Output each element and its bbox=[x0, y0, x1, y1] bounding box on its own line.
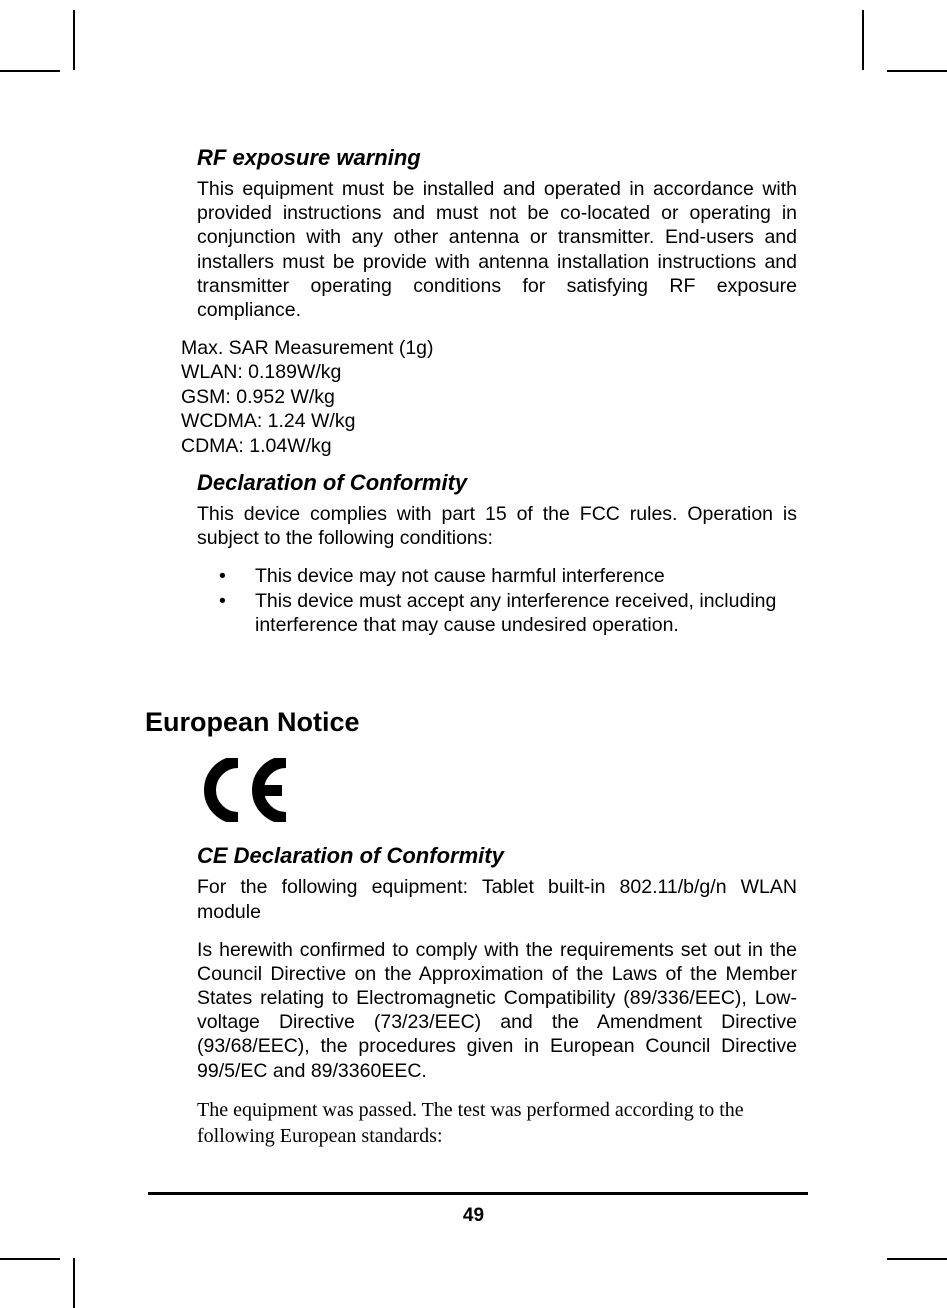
sar-cdma: CDMA: 1.04W/kg bbox=[181, 434, 797, 458]
sar-gsm: GSM: 0.952 W/kg bbox=[181, 385, 797, 409]
sar-wcdma: WCDMA: 1.24 W/kg bbox=[181, 409, 797, 433]
ce-mark-icon bbox=[203, 758, 797, 827]
sar-wlan: WLAN: 0.189W/kg bbox=[181, 360, 797, 384]
sar-title: Max. SAR Measurement (1g) bbox=[181, 336, 797, 360]
sar-measurement-block: Max. SAR Measurement (1g) WLAN: 0.189W/k… bbox=[181, 336, 797, 458]
declaration-heading: Declaration of Conformity bbox=[197, 470, 797, 496]
page-number: 49 bbox=[0, 1205, 947, 1227]
declaration-body: This device complies with part 15 of the… bbox=[197, 502, 797, 550]
ce-declaration-body1: For the following equipment: Tablet buil… bbox=[197, 875, 797, 923]
rf-exposure-body: This equipment must be installed and ope… bbox=[197, 177, 797, 322]
crop-mark bbox=[887, 1258, 947, 1260]
page-content: RF exposure warning This equipment must … bbox=[197, 145, 797, 1149]
list-item: • This device may not cause harmful inte… bbox=[219, 564, 797, 588]
bullet-icon: • bbox=[219, 589, 255, 638]
crop-mark bbox=[0, 1258, 60, 1260]
crop-mark bbox=[73, 10, 75, 70]
crop-mark bbox=[887, 70, 947, 72]
crop-mark bbox=[862, 10, 864, 70]
ce-declaration-body3: The equipment was passed. The test was p… bbox=[197, 1097, 797, 1149]
footer-rule bbox=[148, 1192, 808, 1195]
list-item: • This device must accept any interferen… bbox=[219, 589, 797, 638]
crop-mark bbox=[0, 70, 60, 72]
rf-exposure-heading: RF exposure warning bbox=[197, 145, 797, 171]
crop-mark bbox=[73, 1258, 75, 1308]
bullet-text: This device must accept any interference… bbox=[255, 589, 797, 638]
bullet-text: This device may not cause harmful interf… bbox=[255, 564, 665, 588]
ce-declaration-heading: CE Declaration of Conformity bbox=[197, 843, 797, 869]
declaration-bullets: • This device may not cause harmful inte… bbox=[219, 564, 797, 637]
bullet-icon: • bbox=[219, 564, 255, 588]
european-notice-heading: European Notice bbox=[145, 707, 797, 738]
ce-declaration-body2: Is herewith confirmed to comply with the… bbox=[197, 938, 797, 1083]
